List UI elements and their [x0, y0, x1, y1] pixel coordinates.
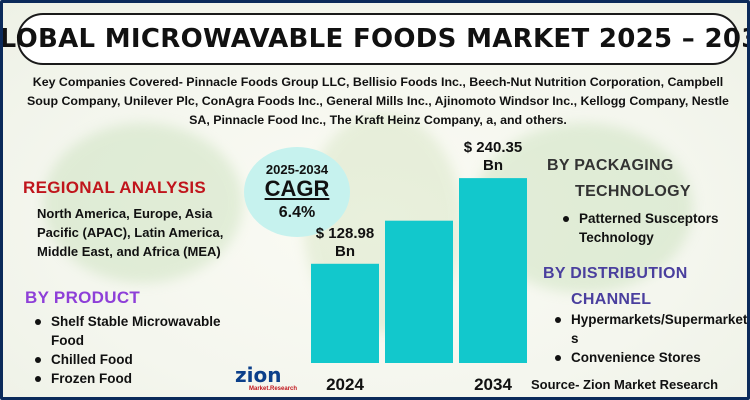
by-packaging-heading-line2: TECHNOLOGY — [575, 183, 691, 200]
by-product-heading: BY PRODUCT — [25, 288, 141, 307]
logo-wordmark: zion — [235, 363, 282, 387]
distribution-list: Hypermarkets/Supermarkets Convenience St… — [551, 310, 747, 367]
by-distribution-heading-line2: CHANNEL — [571, 291, 652, 308]
list-item: Frozen Food — [31, 369, 241, 388]
by-packaging-heading: BY PACKAGING TECHNOLOGY — [547, 153, 737, 205]
regional-analysis-heading: REGIONAL ANALYSIS — [23, 178, 207, 197]
market-size-bar-chart: $ 128.98 Bn 2024 $ 240.35 Bn 2034 — [311, 139, 527, 394]
key-companies-text: Key Companies Covered- Pinnacle Foods Gr… — [27, 75, 729, 127]
category-label-0: 2024 — [326, 375, 364, 394]
bar-2 — [459, 178, 527, 363]
list-item: Shelf Stable Microwavable Food — [31, 312, 241, 350]
data-label-2: $ 240.35 Bn — [464, 139, 522, 174]
by-distribution-heading: BY DISTRIBUTION CHANNEL — [543, 261, 743, 313]
source-text: Source- Zion Market Research — [531, 377, 719, 392]
by-packaging-heading-line1: BY PACKAGING — [547, 157, 674, 174]
title-banner: GLOBAL MICROWAVABLE FOODS MARKET 2025 – … — [3, 13, 747, 65]
cagr-years: 2025-2034 — [265, 162, 329, 177]
regional-analysis-text: North America, Europe, Asia Pacific (APA… — [37, 206, 224, 259]
cagr-label: CAGR — [264, 176, 330, 201]
data-label-0: $ 128.98 Bn — [316, 225, 374, 260]
list-item: Hypermarkets/Supermarkets — [551, 310, 747, 348]
by-distribution-heading-line1: BY DISTRIBUTION — [543, 265, 688, 282]
page-title: GLOBAL MICROWAVABLE FOODS MARKET 2025 – … — [0, 24, 750, 54]
list-item: Patterned Susceptors Technology — [559, 209, 744, 247]
bar-1 — [385, 220, 453, 363]
world-map-shape-americas — [43, 123, 243, 283]
zion-logo: zion Market.Research — [235, 363, 298, 397]
cagr-value: 6.4% — [278, 204, 316, 221]
logo-subtext: Market.Research — [249, 386, 298, 392]
cagr-badge: 2025-2034 CAGR 6.4% — [244, 147, 350, 237]
bar-0 — [311, 263, 379, 363]
list-item: Convenience Stores — [551, 348, 747, 367]
category-label-2: 2034 — [474, 375, 512, 394]
packaging-list: Patterned Susceptors Technology — [559, 209, 744, 247]
product-list: Shelf Stable Microwavable Food Chilled F… — [31, 312, 241, 388]
list-item: Chilled Food — [31, 350, 241, 369]
